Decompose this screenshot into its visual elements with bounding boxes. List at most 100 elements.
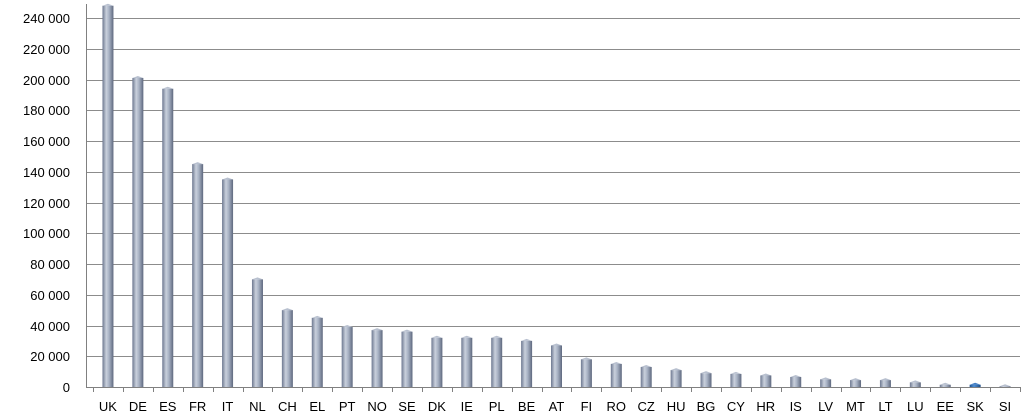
bar-body	[610, 363, 622, 387]
bar	[341, 325, 353, 387]
bar-body	[879, 380, 891, 387]
bar-body	[192, 164, 204, 387]
bars	[102, 3, 1011, 388]
bar-body	[969, 384, 981, 387]
bar-cap	[281, 308, 293, 311]
bar-cap	[879, 378, 891, 381]
bar	[401, 329, 413, 387]
x-category-label: CY	[727, 399, 745, 414]
bar-body	[760, 375, 772, 387]
bar	[102, 3, 114, 387]
bar-cap	[251, 277, 263, 280]
y-tick-label: 0	[63, 380, 70, 395]
bar-cap	[222, 177, 234, 180]
bar-body	[640, 367, 652, 387]
bar-cap	[132, 75, 144, 78]
x-category-label: LU	[907, 399, 924, 414]
y-tick-label: 240 000	[23, 11, 70, 26]
bar-body	[670, 370, 682, 387]
x-category-label: AT	[549, 399, 565, 414]
bar-cap	[371, 328, 383, 331]
bar	[491, 335, 503, 387]
bar	[909, 380, 921, 387]
x-category-label: CZ	[638, 399, 655, 414]
bar-body	[162, 88, 174, 387]
x-category-label: LT	[878, 399, 892, 414]
bar-cap	[551, 343, 562, 346]
bar-body	[491, 337, 503, 387]
bar-cap	[401, 329, 413, 332]
bar	[939, 382, 951, 387]
bar-body	[939, 384, 951, 387]
bar	[222, 177, 234, 387]
bar	[999, 384, 1011, 388]
bar	[281, 308, 293, 387]
x-category-label: UK	[99, 399, 117, 414]
x-category-label: IT	[222, 399, 234, 414]
x-category-label: BG	[697, 399, 716, 414]
x-category-label: FR	[189, 399, 206, 414]
bar-body	[909, 382, 921, 387]
bar-body	[999, 386, 1011, 388]
bar	[820, 377, 832, 387]
bar-cap	[431, 335, 443, 338]
x-category-label: LV	[818, 399, 833, 414]
y-tick-label: 80 000	[30, 257, 70, 272]
bar	[670, 368, 682, 387]
x-category-label: DE	[129, 399, 147, 414]
bar	[192, 162, 204, 387]
bar-body	[790, 377, 802, 387]
bar-cap	[909, 380, 921, 383]
y-tick-label: 120 000	[23, 196, 70, 211]
y-tick-label: 220 000	[23, 42, 70, 57]
x-category-label: MT	[846, 399, 865, 414]
x-category-label: SK	[966, 399, 984, 414]
bar-body	[102, 5, 114, 387]
bar-cap	[491, 335, 503, 338]
x-category-label: HU	[667, 399, 686, 414]
x-category-label: EE	[937, 399, 955, 414]
bar-body	[521, 340, 533, 387]
x-category-label: FI	[581, 399, 593, 414]
bar-body	[431, 337, 443, 387]
y-axis-tick-labels: 0 20 000 40 000 60 000 80 000 100 000 120 000 1…	[23, 11, 70, 395]
bar-body	[700, 373, 712, 387]
x-category-label: ES	[159, 399, 177, 414]
bar-body	[401, 331, 413, 387]
bar-cap	[192, 162, 204, 165]
bar-body	[850, 380, 862, 387]
x-category-label: PL	[489, 399, 505, 414]
bar-cap	[311, 315, 323, 318]
axes	[86, 4, 1021, 392]
bar	[850, 378, 862, 387]
bar-cap	[580, 357, 592, 360]
x-category-label: IS	[790, 399, 803, 414]
x-category-label: EL	[309, 399, 325, 414]
bar-cap	[790, 375, 802, 378]
bar-body	[132, 77, 144, 388]
bar-cap	[850, 378, 862, 381]
x-category-label: CH	[278, 399, 297, 414]
bar	[760, 373, 772, 387]
bar	[580, 357, 592, 387]
y-tick-label: 200 000	[23, 73, 70, 88]
x-category-label: HR	[756, 399, 775, 414]
y-tick-label: 160 000	[23, 134, 70, 149]
x-category-label: DK	[428, 399, 446, 414]
y-tick-label: 180 000	[23, 103, 70, 118]
y-tick-label: 40 000	[30, 319, 70, 334]
bar-cap	[461, 335, 473, 338]
bar-body	[281, 310, 293, 387]
bar-cap	[521, 338, 533, 341]
bar	[640, 365, 652, 387]
bar	[790, 375, 802, 387]
bar-body	[820, 379, 832, 387]
bar-body	[251, 279, 263, 387]
bar-cap	[969, 382, 981, 385]
bar	[610, 361, 622, 387]
bar	[551, 343, 562, 387]
bar-cap	[102, 3, 114, 6]
bar-body	[551, 345, 562, 387]
x-category-label: NO	[367, 399, 387, 414]
y-tick-label: 140 000	[23, 165, 70, 180]
